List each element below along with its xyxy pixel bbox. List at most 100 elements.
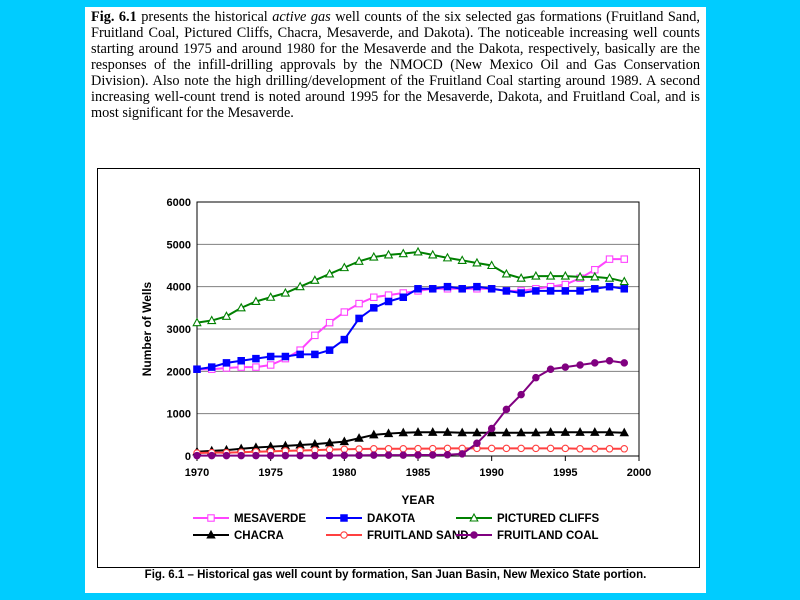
legend-label-dakota: DAKOTA bbox=[367, 513, 415, 525]
data-point-pictured-cliffs bbox=[398, 248, 408, 258]
figure-caption-text: Fig. 6.1 – Historical gas well count by … bbox=[144, 569, 647, 581]
data-point-chacra bbox=[545, 427, 556, 436]
data-point-mesaverde bbox=[384, 291, 393, 299]
legend-label-mesaverde: MESAVERDE bbox=[234, 513, 306, 525]
legend-marker-pictured-cliffs bbox=[469, 512, 479, 522]
data-point-dakota bbox=[517, 289, 525, 297]
data-point-dakota bbox=[222, 359, 231, 367]
data-point-chacra bbox=[354, 433, 364, 442]
data-point-dakota bbox=[591, 285, 599, 293]
data-point-fruitland-sand bbox=[620, 445, 629, 453]
data-point-fruitland-coal bbox=[561, 363, 570, 371]
x-tick-label: 1995 bbox=[553, 467, 577, 479]
data-point-pictured-cliffs bbox=[310, 275, 320, 284]
data-point-fruitland-coal bbox=[414, 451, 422, 459]
data-point-chacra bbox=[428, 427, 438, 436]
legend-marker-fruitland-coal bbox=[470, 531, 478, 539]
data-point-chacra bbox=[472, 427, 482, 437]
data-point-fruitland-coal bbox=[399, 451, 408, 459]
data-point-fruitland-coal bbox=[487, 424, 496, 433]
data-point-mesaverde bbox=[311, 331, 319, 340]
data-point-dakota bbox=[502, 287, 511, 295]
data-point-fruitland-coal bbox=[546, 365, 555, 373]
data-point-fruitland-coal bbox=[340, 451, 349, 460]
data-point-dakota bbox=[296, 350, 304, 359]
data-point-mesaverde bbox=[266, 361, 275, 369]
document-page: Fig. 6.1 presents the historical active … bbox=[85, 7, 706, 593]
data-point-pictured-cliffs bbox=[369, 251, 379, 261]
data-point-dakota bbox=[193, 365, 201, 373]
data-point-pictured-cliffs bbox=[280, 287, 291, 297]
data-point-fruitland-coal bbox=[370, 451, 378, 459]
data-point-pictured-cliffs bbox=[516, 273, 526, 282]
data-point-pictured-cliffs bbox=[295, 281, 305, 291]
data-point-dakota bbox=[576, 287, 584, 295]
data-point-mesaverde bbox=[325, 318, 334, 327]
data-point-fruitland-sand bbox=[384, 445, 393, 453]
data-point-dakota bbox=[207, 363, 216, 371]
data-point-fruitland-sand bbox=[561, 444, 570, 453]
x-tick-label: 2000 bbox=[627, 467, 651, 479]
data-point-fruitland-coal bbox=[473, 439, 481, 448]
paragraph-text-2: well counts of the six selected gas form… bbox=[91, 9, 700, 121]
data-point-chacra bbox=[516, 427, 526, 437]
line-chart: 0 1000 2000 3000 4000 5000 6000 1970 1975 1980 198… bbox=[140, 197, 651, 542]
data-point-fruitland-sand bbox=[370, 445, 378, 453]
y-tick-label: 0 bbox=[185, 451, 191, 463]
data-point-fruitland-sand bbox=[399, 445, 408, 453]
x-tick-label: 1975 bbox=[258, 467, 282, 479]
data-point-pictured-cliffs bbox=[413, 246, 423, 256]
data-point-dakota bbox=[325, 346, 334, 354]
data-point-fruitland-coal bbox=[620, 359, 629, 367]
data-point-fruitland-coal bbox=[311, 451, 319, 460]
data-point-pictured-cliffs bbox=[619, 276, 629, 286]
y-tick-label: 5000 bbox=[167, 239, 191, 251]
data-point-chacra bbox=[413, 427, 423, 436]
data-point-dakota bbox=[487, 285, 496, 293]
legend-label-pictured-cliffs: PICTURED CLIFFS bbox=[497, 513, 600, 525]
data-point-pictured-cliffs bbox=[486, 260, 497, 270]
data-point-chacra bbox=[324, 437, 335, 447]
data-point-dakota bbox=[281, 352, 290, 361]
data-point-mesaverde bbox=[561, 280, 570, 289]
data-point-pictured-cliffs bbox=[604, 273, 615, 282]
legend-label-fruitland-sand: FRUITLAND SAND bbox=[367, 530, 469, 542]
data-point-mesaverde bbox=[252, 363, 260, 371]
data-point-pictured-cliffs bbox=[457, 255, 467, 264]
data-point-pictured-cliffs bbox=[324, 268, 335, 278]
y-tick-label: 2000 bbox=[167, 366, 191, 378]
data-point-pictured-cliffs bbox=[428, 249, 438, 259]
data-point-pictured-cliffs bbox=[251, 296, 261, 306]
data-point-fruitland-coal bbox=[193, 451, 201, 460]
data-point-chacra bbox=[398, 427, 408, 437]
legend-marker-dakota bbox=[340, 514, 348, 522]
legend-marker-fruitland-sand bbox=[340, 531, 348, 539]
data-point-fruitland-sand bbox=[546, 444, 555, 453]
data-point-dakota bbox=[532, 287, 540, 295]
data-point-dakota bbox=[561, 287, 570, 295]
data-point-dakota bbox=[605, 282, 614, 291]
data-point-fruitland-coal bbox=[502, 405, 511, 414]
data-point-fruitland-coal bbox=[576, 361, 584, 369]
chart-frame: 0 1000 2000 3000 4000 5000 6000 1970 1975 1980 198… bbox=[97, 168, 700, 568]
figure-reference: Fig. 6.1 bbox=[91, 9, 137, 25]
data-point-chacra bbox=[339, 436, 350, 446]
x-tick-label: 1970 bbox=[185, 467, 209, 479]
data-point-pictured-cliffs bbox=[265, 292, 276, 301]
data-point-fruitland-coal bbox=[355, 451, 363, 460]
y-tick-label: 4000 bbox=[167, 282, 191, 294]
figure-caption: Fig. 6.1 – Historical gas well count by … bbox=[85, 569, 706, 581]
data-point-dakota bbox=[443, 282, 452, 291]
data-point-fruitland-coal bbox=[296, 451, 304, 460]
data-point-fruitland-coal bbox=[266, 451, 275, 460]
data-point-mesaverde bbox=[370, 293, 378, 302]
data-point-pictured-cliffs bbox=[472, 257, 482, 267]
y-tick-label: 3000 bbox=[167, 324, 191, 336]
data-point-chacra bbox=[575, 427, 585, 436]
data-point-pictured-cliffs bbox=[501, 268, 512, 278]
data-point-dakota bbox=[428, 285, 437, 293]
data-point-dakota bbox=[266, 352, 275, 361]
paragraph-italic: active gas bbox=[272, 9, 331, 25]
data-point-pictured-cliffs bbox=[545, 270, 556, 280]
x-tick-label: 1980 bbox=[332, 467, 356, 479]
